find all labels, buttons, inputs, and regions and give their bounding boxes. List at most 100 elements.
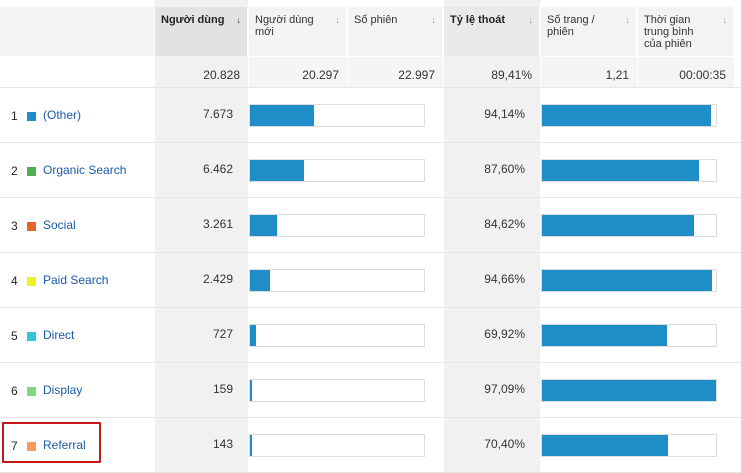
total-pages: 1,21 [541, 57, 637, 88]
header-new-users-line1: Người dùng [255, 14, 314, 26]
users-share-bar-fill [250, 269, 270, 291]
sort-icon[interactable]: ↓ [335, 15, 341, 25]
sort-desc-icon[interactable]: ↓ [236, 15, 242, 25]
channel-color-swatch [27, 111, 36, 121]
header-duration-line1: Thời gian [644, 14, 691, 26]
sort-icon[interactable]: ↓ [431, 15, 437, 25]
referral-highlight-box [2, 422, 101, 463]
header-avg-duration[interactable]: Thời gian trung bình của phiên ↓ [638, 7, 734, 56]
users-share-bar [249, 433, 425, 457]
users-value: 3.261 [202, 216, 233, 231]
sort-icon[interactable]: ↓ [625, 15, 631, 25]
users-share-bar-fill [250, 324, 256, 346]
header-duration-line2: trung bình [644, 26, 694, 38]
row-rank: 3 [11, 218, 18, 233]
users-share-bar-fill [250, 379, 252, 401]
users-column-bg [155, 0, 248, 473]
users-value: 7.673 [202, 106, 233, 121]
bounce-rate-bar-fill [542, 379, 716, 401]
channel-color-swatch [27, 276, 36, 286]
channel-color-swatch [27, 386, 36, 396]
total-sessions: 22.997 [348, 57, 443, 88]
bounce-rate-bar [541, 433, 717, 457]
users-share-bar [249, 323, 425, 347]
bounce-value: 70,40% [484, 436, 525, 451]
header-bounce[interactable]: Tỷ lệ thoát ↓ [444, 7, 540, 56]
row-rank: 7 [11, 438, 18, 453]
header-pages-label: Số trang / phiên [547, 14, 595, 38]
sort-icon[interactable]: ↓ [722, 15, 728, 25]
channel-link[interactable]: Direct [43, 327, 75, 342]
bounce-value: 94,66% [484, 271, 525, 286]
bounce-value: 94,14% [484, 106, 525, 121]
bounce-column-bg [444, 0, 540, 473]
header-sessions-label: Số phiên [354, 14, 398, 26]
header-sessions[interactable]: Số phiên ↓ [348, 7, 443, 56]
channel-color-swatch [27, 441, 36, 451]
users-share-bar [249, 378, 425, 402]
bounce-rate-bar-fill [542, 104, 711, 126]
bounce-rate-bar [541, 103, 717, 127]
users-value: 159 [212, 381, 233, 396]
users-share-bar [249, 158, 425, 182]
users-value: 727 [212, 326, 233, 341]
divider [0, 87, 741, 88]
channel-color-swatch [27, 166, 36, 176]
bounce-rate-bar-fill [542, 324, 667, 346]
row-divider [0, 197, 741, 198]
users-share-bar-fill [250, 214, 277, 236]
header-pages-line1: Số trang / [547, 14, 595, 26]
total-new-users: 20.297 [249, 57, 347, 88]
total-duration: 00:00:35 [638, 57, 734, 88]
header-users-label: Người dùng [161, 14, 225, 26]
users-share-bar-fill [250, 104, 314, 126]
row-divider [0, 252, 741, 253]
bounce-rate-bar-fill [542, 269, 712, 291]
header-new-users[interactable]: Người dùng mới ↓ [249, 7, 347, 56]
bounce-value: 84,62% [484, 216, 525, 231]
header-new-users-line2: mới [255, 26, 274, 38]
users-share-bar [249, 103, 425, 127]
bounce-rate-bar-fill [542, 434, 668, 456]
header-bounce-label: Tỷ lệ thoát [450, 14, 506, 26]
header-users[interactable]: Người dùng ↓ [155, 7, 248, 56]
header-pages-per-session[interactable]: Số trang / phiên ↓ [541, 7, 637, 56]
row-divider [0, 362, 741, 363]
row-divider [0, 307, 741, 308]
total-users: 20.828 [203, 68, 240, 82]
bounce-rate-bar-fill [542, 159, 699, 181]
channel-link[interactable]: Display [43, 382, 83, 397]
users-share-bar [249, 268, 425, 292]
header-empty [0, 7, 155, 56]
bounce-rate-bar [541, 323, 717, 347]
users-value: 143 [212, 436, 233, 451]
row-rank: 4 [11, 273, 18, 288]
header-pages-line2: phiên [547, 26, 574, 38]
header-duration-line3: của phiên [644, 38, 692, 50]
bounce-rate-bar [541, 158, 717, 182]
channel-link[interactable]: Referral [43, 437, 86, 452]
channel-link[interactable]: Organic Search [43, 162, 127, 177]
bounce-rate-bar [541, 268, 717, 292]
sort-icon[interactable]: ↓ [528, 15, 534, 25]
row-rank: 5 [11, 328, 18, 343]
row-rank: 6 [11, 383, 18, 398]
bounce-rate-bar [541, 378, 717, 402]
channel-color-swatch [27, 331, 36, 341]
channel-link[interactable]: Social [43, 217, 76, 232]
users-share-bar-fill [250, 159, 304, 181]
row-divider [0, 417, 741, 418]
header-new-users-label: Người dùng mới [255, 14, 314, 38]
users-share-bar [249, 213, 425, 237]
channel-link[interactable]: (Other) [43, 107, 82, 122]
header-duration-label: Thời gian trung bình của phiên [644, 14, 694, 50]
bounce-value: 69,92% [484, 326, 525, 341]
row-rank: 1 [11, 108, 18, 123]
total-bounce: 89,41% [491, 68, 532, 82]
bounce-value: 97,09% [484, 381, 525, 396]
channel-link[interactable]: Paid Search [43, 272, 109, 287]
users-value: 2.429 [202, 271, 233, 286]
bounce-rate-bar-fill [542, 214, 694, 236]
channel-color-swatch [27, 221, 36, 231]
